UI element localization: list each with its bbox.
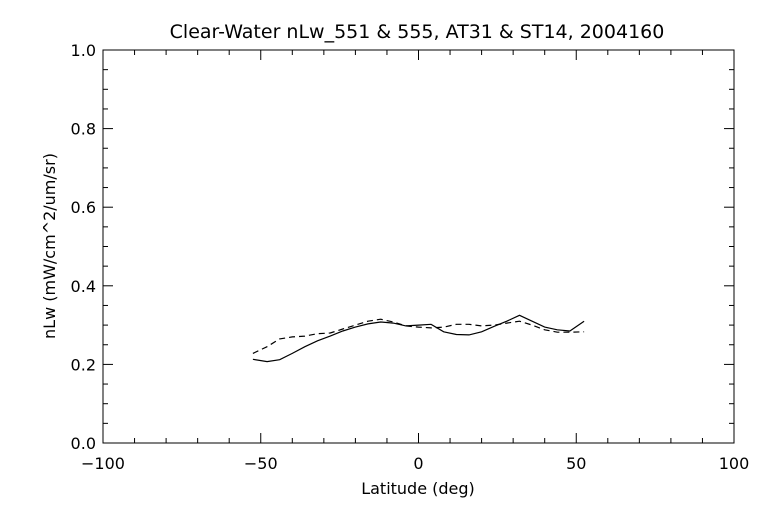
tick-labels: −100 −50 0 50 100 0.0 0.2 0.4 0.6 0.8 1.0	[71, 41, 750, 473]
y-tick-label: 0.2	[71, 355, 96, 374]
plot-frame	[102, 49, 735, 444]
series-line-solid	[252, 314, 585, 363]
series-line-dashed	[252, 318, 585, 354]
tick-marks	[102, 49, 735, 444]
y-tick-label: 0.6	[71, 198, 96, 217]
x-tick-label: 100	[719, 454, 750, 473]
x-tick-label: −50	[244, 454, 278, 473]
x-tick-label: −100	[81, 454, 125, 473]
y-tick-label: 0.0	[71, 434, 96, 453]
y-tick-label: 0.4	[71, 277, 96, 296]
x-tick-label: 50	[566, 454, 586, 473]
x-tick-label: 0	[413, 454, 423, 473]
y-tick-label: 0.8	[71, 120, 96, 139]
y-axis-label: nLw (mW/cm^2/um/sr)	[40, 153, 59, 339]
y-tick-label: 1.0	[71, 41, 96, 60]
series-group	[252, 314, 585, 363]
x-axis-label: Latitude (deg)	[361, 479, 475, 498]
chart-title: Clear-Water nLw_551 & 555, AT31 & ST14, …	[170, 21, 665, 43]
